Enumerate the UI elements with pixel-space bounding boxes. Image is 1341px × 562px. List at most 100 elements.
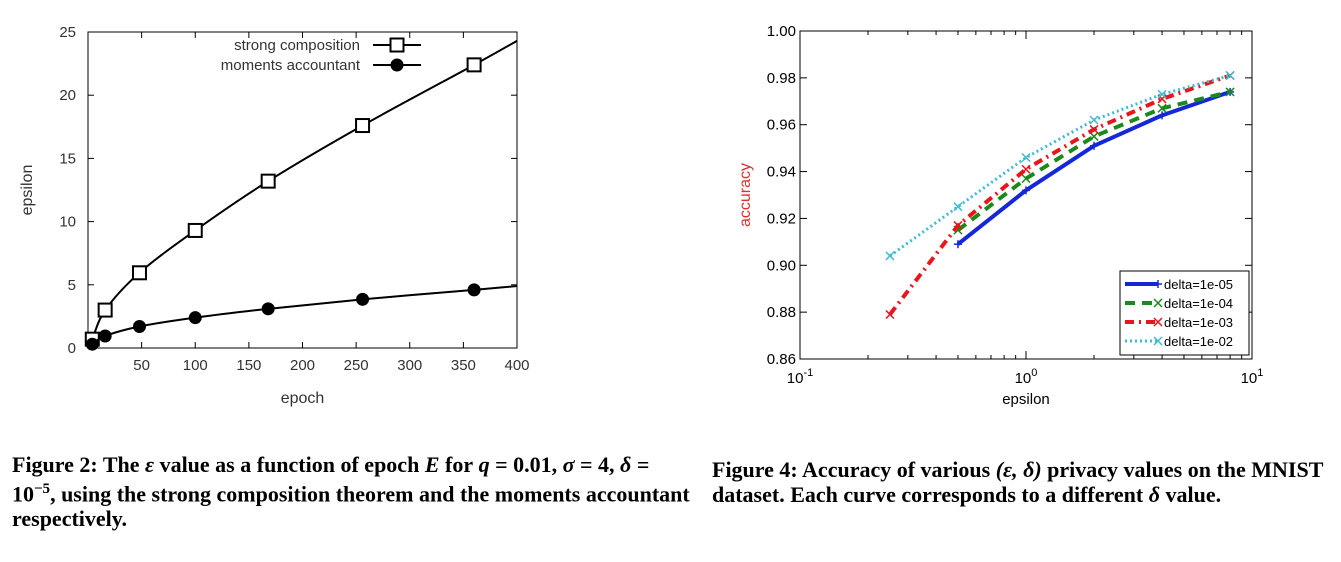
fig2-point-strong-composition	[97, 302, 113, 318]
fig2-legend-marker-moments-accountant	[390, 58, 404, 72]
fig4-point-delta-1e-02	[1157, 89, 1167, 99]
fig2-y-tick-label: 10	[59, 214, 76, 231]
fig4-x-tick-label: 101	[1241, 367, 1264, 387]
fig2-point-moments-accountant	[188, 311, 202, 325]
fig2-plot-area: 50 100 150 200 250 300 350 400 0 5 10 15 20 25 epoch ep…	[19, 24, 530, 407]
fig4-caption: Figure 4: Accuracy of various (ε, δ) pri…	[712, 457, 1337, 507]
fig2-caption-text: = 0.01,	[489, 452, 563, 477]
fig2-y-axis-label: epsilon	[19, 165, 36, 216]
fig4-y-tick-label: 0.88	[767, 304, 796, 321]
fig2-point-strong-composition	[131, 265, 147, 281]
fig4-series-delta-1e-05-line	[956, 90, 1231, 246]
fig4-point-delta-1e-03	[1021, 164, 1031, 174]
fig2-point-moments-accountant	[261, 302, 275, 316]
fig4-series-delta-1e-04-line	[956, 89, 1231, 232]
fig4-point-delta-1e-02	[885, 251, 895, 261]
fig4-y-tick-label: 1.00	[767, 23, 796, 40]
fig4-caption-text: privacy values on the MNIST dataset. Eac…	[712, 457, 1324, 507]
fig2-y-tick-label: 20	[59, 87, 76, 104]
fig4-plot-area: 10-1 100 101 0.86 0.88 0.90 0.92 0.94 0.96 0.98 1.…	[740, 23, 1263, 408]
fig2-x-tick-label: 100	[183, 357, 208, 374]
fig2-caption-text: , using the strong composition theorem a…	[12, 481, 690, 532]
fig2-x-tick-label: 150	[236, 357, 261, 374]
fig2-point-moments-accountant	[98, 329, 112, 343]
fig2-x-tick-label: 300	[397, 357, 422, 374]
fig4-y-tick-label: 0.96	[767, 117, 796, 134]
fig2-caption-math: δ	[620, 452, 632, 477]
fig2-point-strong-composition	[466, 57, 482, 73]
fig4-caption-math: δ	[1148, 482, 1160, 507]
fig2-series-strong-composition-line	[87, 39, 518, 349]
fig4-y-tick-label: 0.86	[767, 351, 796, 368]
fig4-y-tick-label: 0.92	[767, 210, 796, 227]
fig2-legend-label-strong-composition: strong composition	[234, 37, 360, 54]
fig2-point-moments-accountant	[132, 320, 146, 334]
fig4-point-delta-1e-04	[1089, 131, 1099, 141]
fig4-point-delta-1e-04	[1225, 87, 1235, 97]
fig2-x-tick-label: 50	[133, 357, 150, 374]
fig4-legend-marker-delta-1e-02	[1153, 336, 1163, 346]
fig2-caption: Figure 2: The ε value as a function of e…	[12, 452, 692, 531]
fig2-caption-text: = 10	[12, 452, 650, 507]
fig2-x-tick-label: 350	[451, 357, 476, 374]
fig2-x-tick-label: 200	[290, 357, 315, 374]
fig4-caption-math: (ε, δ)	[995, 457, 1042, 482]
fig4-point-delta-1e-03	[885, 309, 895, 320]
fig4-legend-label-delta-1e-05: delta=1e-05	[1164, 277, 1233, 292]
fig2-caption-math: q	[478, 452, 490, 477]
fig4-point-delta-1e-03	[1089, 124, 1099, 134]
fig4-point-delta-1e-02	[1225, 70, 1235, 81]
fig4-y-tick-label: 0.94	[767, 164, 796, 181]
fig2-point-strong-composition	[187, 222, 203, 238]
fig2-caption-math: σ	[562, 452, 575, 477]
fig2-point-strong-composition	[355, 118, 371, 134]
fig2-caption-math: ε	[145, 452, 155, 477]
fig4-caption-text: value.	[1159, 482, 1222, 507]
fig4-y-tick-label: 0.90	[767, 257, 796, 274]
fig2-y-tick-label: 0	[68, 340, 76, 357]
fig4-series-delta-1e-03-line	[888, 73, 1231, 316]
fig2-x-tick-label: 250	[344, 357, 369, 374]
fig2-caption-text: = 4,	[574, 452, 621, 477]
fig2-point-moments-accountant	[467, 283, 481, 297]
fig4-caption-text: Accuracy of various	[797, 457, 996, 482]
fig4-x-tick-label: 100	[1015, 367, 1038, 387]
fig4-point-delta-1e-02	[1089, 115, 1099, 125]
fig2-point-strong-composition	[260, 173, 276, 189]
fig2-caption-text: value as a function of epoch	[154, 452, 425, 477]
fig2-point-moments-accountant	[356, 292, 370, 306]
fig4-y-tick-label: 0.98	[767, 70, 796, 87]
fig2-point-moments-accountant	[85, 337, 99, 351]
fig4-y-axis-label: accuracy	[740, 163, 754, 227]
fig2-x-tick-label: 400	[504, 357, 529, 374]
fig2-x-axis-label: epoch	[281, 390, 325, 407]
fig4-legend-marker-delta-1e-03	[1153, 317, 1163, 327]
fig2-caption-math: E	[424, 452, 440, 477]
fig4-point-delta-1e-04	[1021, 174, 1031, 184]
fig4-chart: 10-1 100 101 0.86 0.88 0.90 0.92 0.94 0.96 0.98 1.…	[740, 23, 1263, 408]
fig4-point-delta-1e-04	[1157, 103, 1167, 113]
fig4-caption-label: Figure 4:	[712, 457, 798, 482]
fig2-caption-text: for	[439, 452, 474, 477]
fig2-y-tick-label: 15	[59, 150, 76, 167]
fig4-x-axis-label: epsilon	[1002, 391, 1050, 408]
fig2-y-tick-label: 25	[59, 24, 76, 41]
fig2-chart: 50 100 150 200 250 300 350 400 0 5 10 15 20 25 epoch ep…	[19, 24, 530, 407]
fig2-caption-text: The	[97, 452, 146, 477]
fig4-x-tick-label: 10-1	[787, 367, 813, 387]
fig4-legend-label-delta-1e-02: delta=1e-02	[1164, 334, 1233, 349]
fig4-point-delta-1e-02	[1021, 152, 1031, 163]
fig2-series-moments-accountant-line	[87, 285, 518, 349]
fig2-y-tick-label: 5	[68, 277, 76, 294]
fig4-legend-label-delta-1e-04: delta=1e-04	[1164, 296, 1233, 311]
fig2-caption-label: Figure 2:	[12, 452, 98, 477]
fig4-legend-label-delta-1e-03: delta=1e-03	[1164, 315, 1233, 330]
fig2-legend-marker-strong-composition	[389, 37, 405, 53]
fig4-series-delta-1e-02-line	[889, 74, 1231, 258]
fig4-point-delta-1e-03	[953, 220, 963, 230]
fig4-legend-marker-delta-1e-04	[1153, 298, 1163, 308]
fig2-caption-exponent: −5	[34, 481, 51, 497]
fig2-legend-label-moments-accountant: moments accountant	[221, 57, 361, 74]
fig4-point-delta-1e-02	[953, 202, 963, 212]
fig2-frame	[87, 31, 518, 349]
